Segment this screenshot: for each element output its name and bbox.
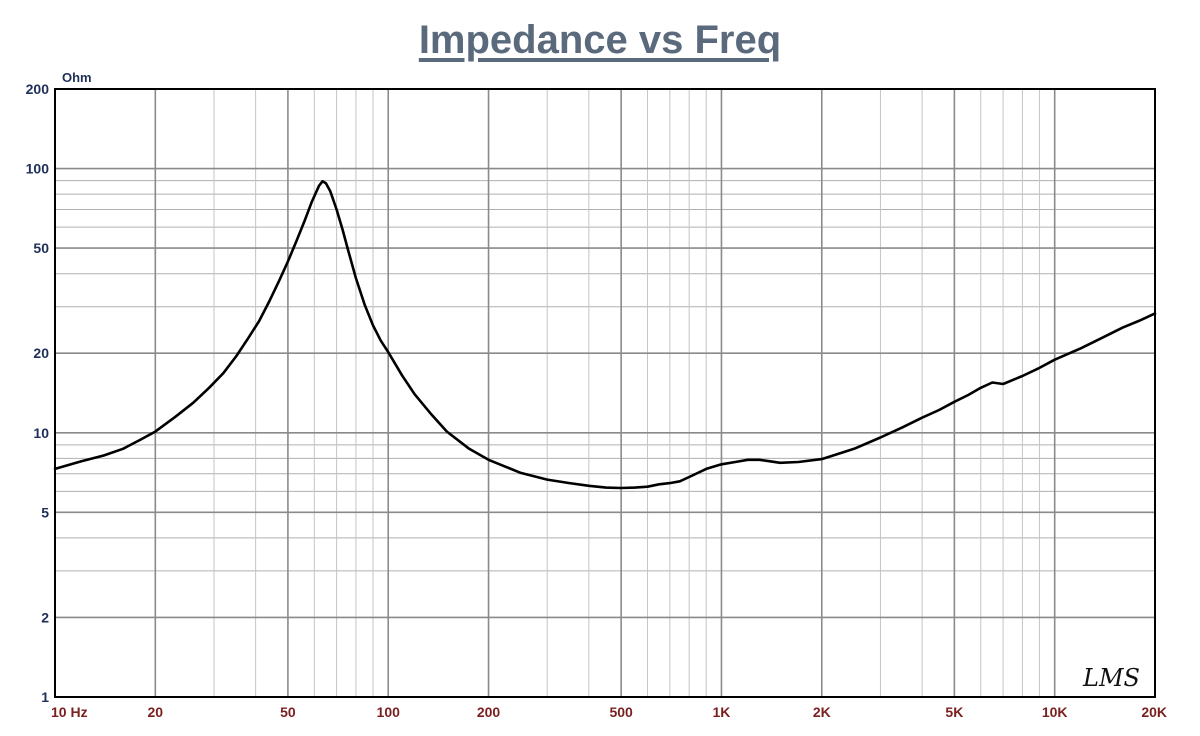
y-tick-label: 1 — [41, 689, 49, 705]
x-tick-label: 50 — [280, 704, 296, 720]
grid-minor-y — [55, 180, 1155, 572]
y-tick-label: 100 — [26, 161, 50, 177]
y-tick-label: 10 — [33, 425, 49, 441]
y-tick-label: 20 — [33, 345, 49, 361]
y-tick-label: 50 — [33, 240, 49, 256]
x-tick-label: 10K — [1042, 704, 1068, 720]
y-tick-label: 200 — [26, 81, 50, 97]
plot-frame — [54, 88, 1156, 698]
grid-minor-x — [213, 89, 1040, 697]
y-tick-labels: 200 100 50 20 10 5 2 1 — [26, 81, 50, 705]
x-tick-labels: 10 Hz 20 50 100 200 500 1K 2K 5K 10K 20K — [51, 704, 1167, 720]
x-tick-label: 2K — [813, 704, 831, 720]
x-tick-label: 500 — [609, 704, 633, 720]
x-tick-label: 5K — [945, 704, 963, 720]
y-axis-unit-label: Ohm — [62, 70, 92, 85]
x-tick-label: 100 — [377, 704, 401, 720]
x-tick-label: 20K — [1141, 704, 1167, 720]
y-tick-label: 2 — [41, 609, 49, 625]
x-tick-label: 1K — [713, 704, 731, 720]
chart-title: Impedance vs Freq — [418, 18, 782, 62]
series-layer — [53, 180, 1157, 490]
x-tick-label: 10 Hz — [51, 704, 88, 720]
x-tick-label: 200 — [477, 704, 501, 720]
x-tick-label: 20 — [148, 704, 164, 720]
lms-logo-text: LMS — [1082, 664, 1140, 692]
impedance-curve — [53, 180, 1157, 490]
y-tick-label: 5 — [41, 504, 49, 520]
